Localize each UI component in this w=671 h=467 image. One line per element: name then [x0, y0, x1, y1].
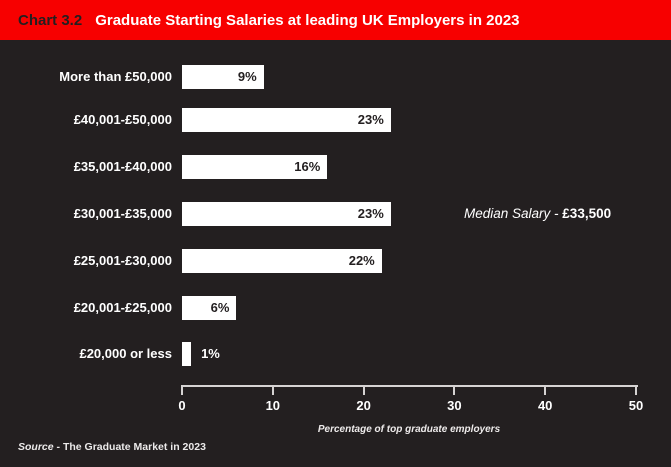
chart-number: Chart 3.2 [18, 11, 83, 29]
category-label: £20,000 or less [79, 346, 172, 361]
axis-tick-label: 10 [265, 398, 281, 413]
axis-tick [544, 385, 547, 395]
axis-tick [453, 385, 456, 395]
source-text: - The Graduate Market in 2023 [53, 441, 206, 453]
axis-tick-label: 40 [537, 398, 553, 413]
median-annotation-label: Median Salary - [464, 206, 563, 221]
x-axis-line [181, 385, 638, 387]
bar-value-label: 1% [201, 346, 220, 361]
category-label: £35,001-£40,000 [73, 159, 172, 174]
x-axis-title: Percentage of top graduate employers [317, 424, 501, 435]
median-annotation: Median Salary - £33,500 [464, 206, 611, 221]
chart-title: Graduate Starting Salaries at leading UK… [95, 11, 520, 29]
bar-value-label: 6% [210, 300, 230, 315]
bar: 16% [182, 155, 328, 179]
bar-value-label: 23% [357, 206, 384, 221]
bar: 22% [182, 249, 382, 273]
bar-value-label: 9% [237, 69, 257, 84]
category-label: £40,001-£50,000 [73, 112, 172, 127]
bar: 6% [182, 296, 237, 320]
axis-tick [362, 385, 365, 395]
axis-tick-label: 20 [356, 398, 371, 413]
bar: 23% [182, 202, 391, 226]
bar-value-label: 16% [294, 159, 321, 174]
axis-tick-label: 0 [178, 398, 186, 413]
category-label: More than £50,000 [59, 69, 172, 84]
axis-tick [271, 385, 274, 395]
source-word: Source [18, 441, 54, 453]
category-label: £20,001-£25,000 [73, 300, 172, 315]
axis-tick-label: 30 [447, 398, 462, 413]
source-note: Source - The Graduate Market in 2023 [18, 441, 206, 453]
bar-value-label: 22% [348, 253, 375, 268]
bar [182, 342, 192, 366]
axis-tick [635, 385, 637, 395]
bar: 23% [182, 108, 391, 132]
median-annotation-value: £33,500 [562, 206, 612, 221]
axis-tick-label: 50 [628, 398, 644, 413]
chart-header: Chart 3.2 Graduate Starting Salaries at … [0, 0, 671, 40]
bar-value-label: 23% [357, 112, 384, 127]
category-label: £30,001-£35,000 [73, 206, 172, 221]
axis-tick [181, 385, 183, 395]
bar: 9% [182, 65, 264, 89]
category-label: £25,001-£30,000 [73, 253, 172, 268]
